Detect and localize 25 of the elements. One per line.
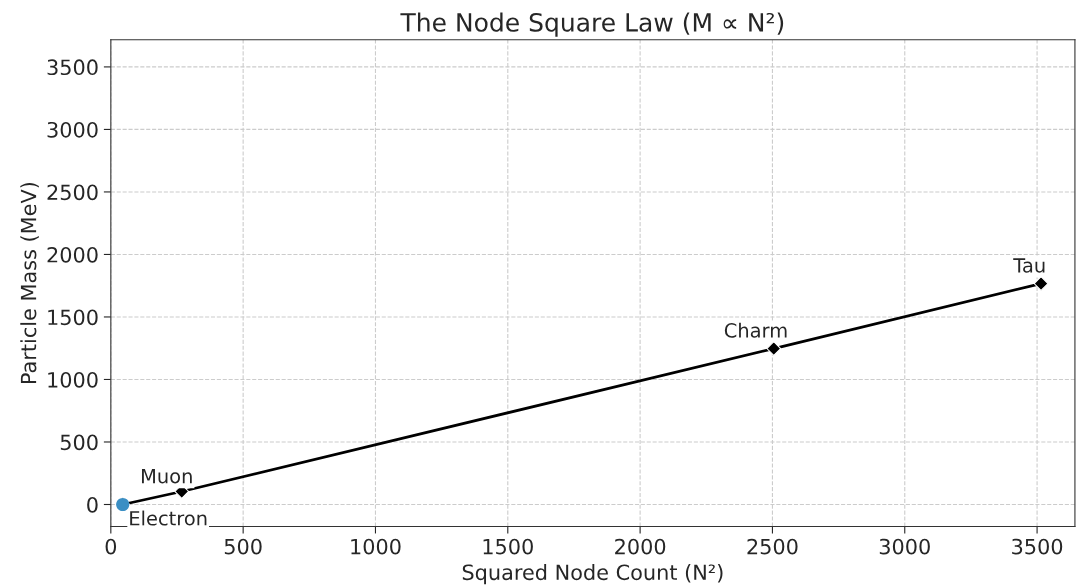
annotation: Muon [141,468,192,484]
y-tick-label: 1500 [48,309,98,326]
annotation: Electron [130,510,207,526]
x-tick-label: 1000 [351,538,401,555]
y-tick-label: 2000 [47,246,98,263]
y-axis-title: Particle Mass (MeV) [20,182,39,384]
x-tick-label: 500 [224,538,262,555]
point [1033,276,1049,291]
annotation: Tau [1013,258,1045,273]
y-tick-label: 1000 [48,371,98,388]
point [766,341,782,356]
y-tick-label: 3000 [47,121,98,138]
x-tick-label: 2500 [747,538,798,555]
x-tick-label: 2000 [615,538,666,555]
x-tick-label: 3000 [879,538,930,555]
chart-title: The Node Square Law (M ∝ N²) [400,12,784,37]
x-axis-title: Squared Node Count (N²) [462,564,723,585]
x-tick-label: 0 [105,538,117,555]
x-tick-label: 3500 [1012,538,1063,555]
x-tick-label: 1500 [483,538,533,555]
y-tick-label: 3500 [47,59,98,76]
y-tick-label: 2500 [47,184,98,201]
y-tick-label: 500 [60,434,98,451]
annotation: Charm [724,322,787,338]
y-tick-label: 0 [87,496,98,513]
